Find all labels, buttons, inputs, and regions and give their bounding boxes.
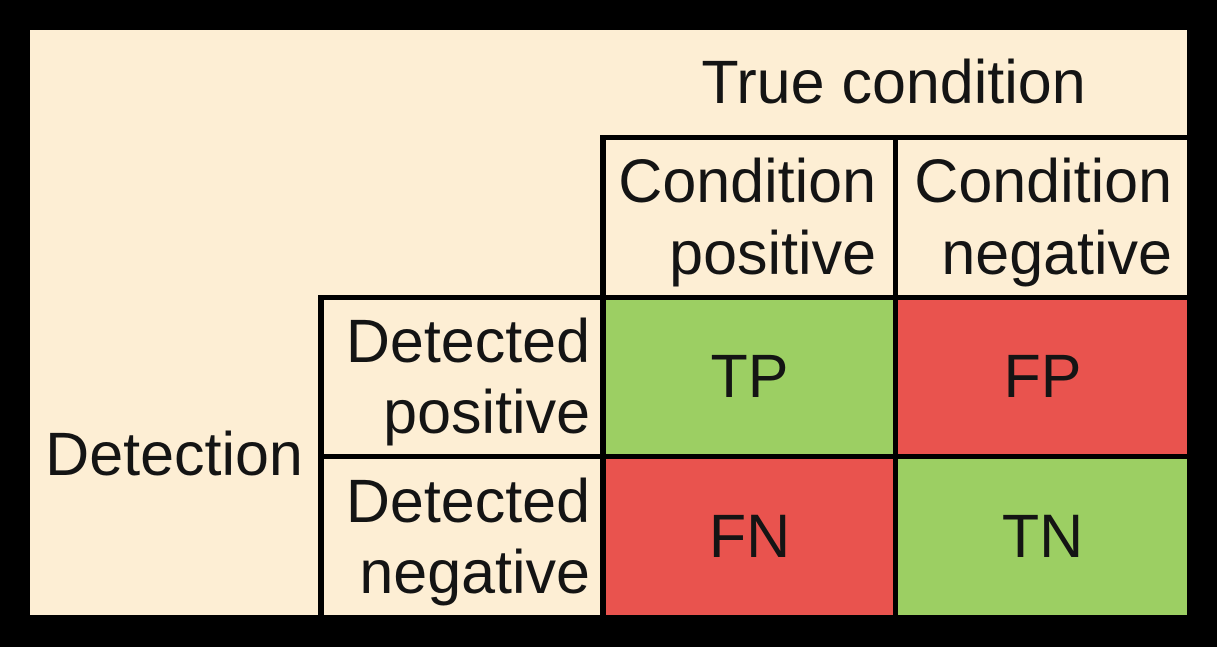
row-axis-label-text: Detection <box>45 420 303 489</box>
cell-false-positive: FP <box>898 300 1187 454</box>
row-header-detected-positive: Detected positive <box>324 300 600 454</box>
grid-line-horizontal-3 <box>318 454 1187 459</box>
grid-line-horizontal-2 <box>318 295 1187 300</box>
row-header-line: positive <box>383 378 590 446</box>
grid-line-vertical-1 <box>600 135 606 615</box>
row-header-line: negative <box>359 538 590 606</box>
grid-line-vertical-2 <box>893 135 898 615</box>
column-header-line: positive <box>669 218 876 287</box>
cell-label: FN <box>708 502 791 571</box>
column-header-line: Condition <box>618 147 876 216</box>
cell-label: FP <box>1003 342 1082 411</box>
grid-line-horizontal-1 <box>600 135 1187 140</box>
cell-true-negative: TN <box>898 459 1187 615</box>
column-axis-label-text: True condition <box>701 47 1086 116</box>
column-axis-label: True condition <box>600 30 1187 135</box>
cell-label: TP <box>710 342 789 411</box>
cell-true-positive: TP <box>606 300 893 454</box>
row-axis-label: Detection <box>30 295 318 615</box>
row-header-line: Detected <box>345 466 590 535</box>
column-header-line: negative <box>941 218 1172 287</box>
row-header-line: Detected <box>345 306 590 375</box>
row-header-detected-negative: Detected negative <box>324 459 600 615</box>
cell-false-negative: FN <box>606 459 893 615</box>
column-header-condition-negative: Condition negative <box>898 140 1187 295</box>
cell-label: TN <box>1001 502 1084 571</box>
column-header-line: Condition <box>914 147 1172 216</box>
column-header-condition-positive: Condition positive <box>606 140 893 295</box>
